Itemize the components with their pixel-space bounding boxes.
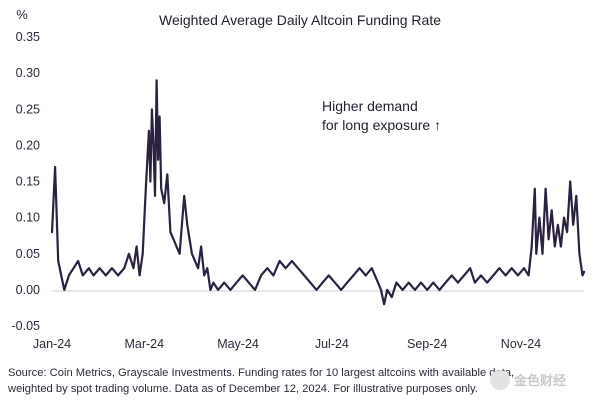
y-tick-label: 0.10 <box>16 211 40 225</box>
y-tick-label: 0.35 <box>16 30 40 44</box>
x-tick-label: Jan-24 <box>33 337 71 351</box>
y-tick-label: 0.20 <box>16 138 40 152</box>
y-tick-label: 0.15 <box>16 175 40 189</box>
y-axis-ticks: 0.35 0.30 0.25 0.20 0.15 0.10 0.05 0.00 -0.05 <box>12 30 41 333</box>
x-tick-label: Nov-24 <box>501 337 541 351</box>
watermark-logo: 金色财经 <box>490 370 566 390</box>
annotation-line-1: Higher demand <box>322 98 418 114</box>
funding-rate-line <box>50 79 586 306</box>
watermark-coin-icon <box>490 370 510 390</box>
annotation-line-2: for long exposure ↑ <box>322 117 441 133</box>
y-tick-label: 0.25 <box>16 102 40 116</box>
y-axis-unit-label: % <box>16 7 28 22</box>
x-tick-label: Sep-24 <box>407 337 447 351</box>
y-tick-label: 0.00 <box>16 283 40 297</box>
x-tick-label: Jul-24 <box>315 337 349 351</box>
x-tick-label: Mar-24 <box>124 337 164 351</box>
data-points <box>51 79 585 305</box>
y-tick-label: -0.05 <box>12 319 41 333</box>
source-note-line-1: Source: Coin Metrics, Grayscale Investme… <box>8 367 514 379</box>
source-note-line-2: weighted by spot trading volume. Data as… <box>7 383 478 395</box>
chart-title: Weighted Average Daily Altcoin Funding R… <box>159 12 441 28</box>
y-tick-label: 0.30 <box>16 66 40 80</box>
watermark-text: 金色财经 <box>513 373 566 388</box>
x-axis-ticks: Jan-24 Mar-24 May-24 Jul-24 Sep-24 Nov-24 <box>33 337 541 351</box>
y-tick-label: 0.05 <box>16 247 40 261</box>
x-tick-label: May-24 <box>217 337 259 351</box>
